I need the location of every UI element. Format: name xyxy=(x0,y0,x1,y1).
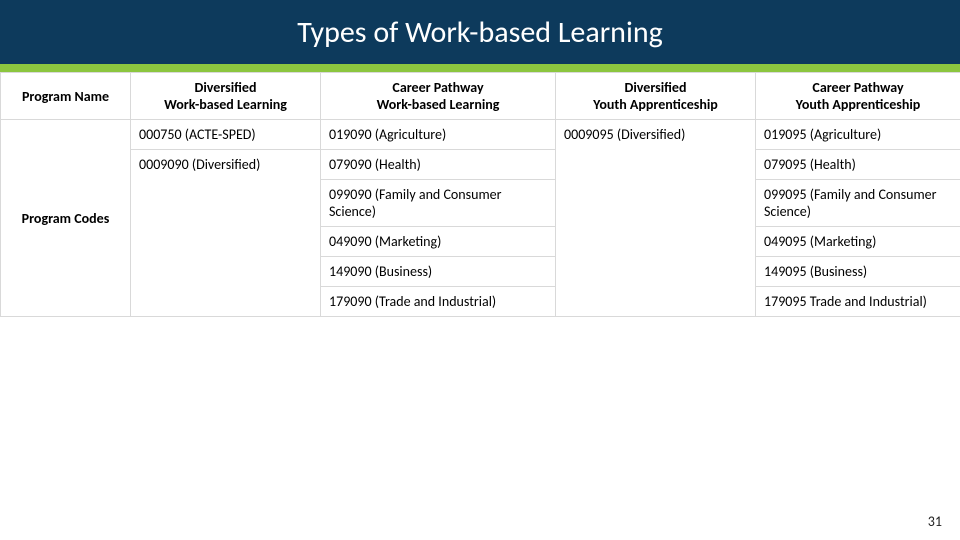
slide: Types of Work-based Learning Program Nam… xyxy=(0,0,960,540)
row-header-program-codes: Program Codes xyxy=(1,120,131,317)
col-header: Diversified Work-based Learning xyxy=(131,73,321,120)
col-header-line1: Career Pathway xyxy=(764,79,952,96)
table-cell: 179090 (Trade and Industrial) xyxy=(321,287,556,317)
table-cell: 149095 (Business) xyxy=(756,257,960,287)
col-header-line2: Work-based Learning xyxy=(139,96,312,113)
page-number: 31 xyxy=(928,513,942,530)
title-bar: Types of Work-based Learning xyxy=(0,0,960,64)
table-cell: 049090 (Marketing) xyxy=(321,227,556,257)
table-row: Program Name Diversified Work-based Lear… xyxy=(1,73,960,120)
table-cell: 099095 (Family and Consumer Science) xyxy=(756,180,960,227)
col-header: Diversified Youth Apprenticeship xyxy=(556,73,756,120)
table-cell: 019090 (Agriculture) xyxy=(321,120,556,150)
table-row: Program Codes 000750 (ACTE-SPED) 019090 … xyxy=(1,120,960,150)
col-header-line2: Youth Apprenticeship xyxy=(564,96,747,113)
table-cell: 0009090 (Diversified) xyxy=(131,150,321,317)
col-header-line1: Career Pathway xyxy=(329,79,547,96)
row-header-program-name: Program Name xyxy=(1,73,131,120)
table-cell: 0009095 (Diversified) xyxy=(556,120,756,317)
col-header-line1: Diversified xyxy=(564,79,747,96)
col-header: Career Pathway Work-based Learning xyxy=(321,73,556,120)
table-cell: 099090 (Family and Consumer Science) xyxy=(321,180,556,227)
col-header-line2: Work-based Learning xyxy=(329,96,547,113)
table-cell: 079095 (Health) xyxy=(756,150,960,180)
slide-title: Types of Work-based Learning xyxy=(297,14,662,51)
col-header-line2: Youth Apprenticeship xyxy=(764,96,952,113)
table-cell: 179095 Trade and Industrial) xyxy=(756,287,960,317)
table-cell: 019095 (Agriculture) xyxy=(756,120,960,150)
accent-strip xyxy=(0,64,960,72)
table-cell: 000750 (ACTE-SPED) xyxy=(131,120,321,150)
col-header-line1: Diversified xyxy=(139,79,312,96)
col-header: Career Pathway Youth Apprenticeship xyxy=(756,73,960,120)
table-cell: 049095 (Marketing) xyxy=(756,227,960,257)
wbl-table: Program Name Diversified Work-based Lear… xyxy=(0,72,960,317)
table-cell: 079090 (Health) xyxy=(321,150,556,180)
table-row: 0009090 (Diversified) 079090 (Health) 07… xyxy=(1,150,960,180)
table-cell: 149090 (Business) xyxy=(321,257,556,287)
